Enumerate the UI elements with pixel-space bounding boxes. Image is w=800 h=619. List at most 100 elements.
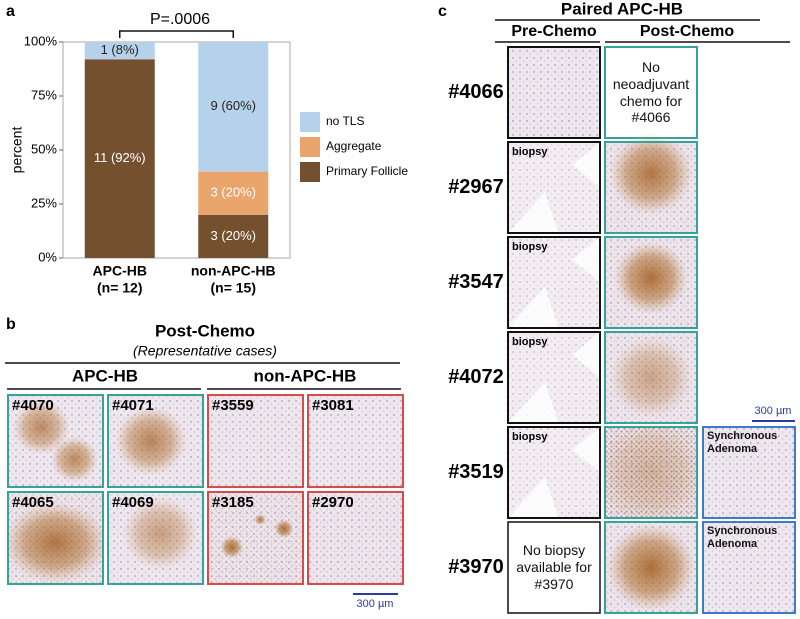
tile-border: [604, 236, 698, 329]
stain: [122, 496, 199, 571]
tile-border: [702, 521, 796, 614]
case-id: #3559: [212, 397, 254, 414]
tile-border: [107, 491, 204, 585]
tile-border: [702, 426, 796, 519]
stain: [8, 492, 103, 584]
case-id: #4070: [12, 397, 54, 414]
column-header: Post-Chemo: [640, 23, 734, 40]
column-header: Pre-Chemo: [511, 23, 597, 40]
scale-label: 300 µm: [755, 405, 792, 417]
annotation: P=.0006: [150, 11, 210, 28]
blank-area: [508, 237, 600, 328]
tile-label: Synchronous Adenoma: [707, 525, 778, 550]
panel-label: a: [6, 3, 15, 20]
tile-border: [604, 46, 698, 139]
scale-label: 300 µm: [357, 598, 394, 610]
case-id: #2970: [312, 494, 354, 511]
x-tick-note: (n= 12): [97, 280, 143, 296]
y-tick-label: 25%: [31, 195, 57, 210]
blank-area: [508, 142, 600, 233]
tile-border: [507, 521, 601, 614]
group-header: non-APC-HB: [254, 366, 357, 385]
tile-note: No biopsy available for #3970: [516, 542, 592, 592]
bar-segment: [84, 59, 155, 258]
stain: [114, 406, 187, 476]
tile-border: [7, 491, 104, 585]
legend-label: Primary Follicle: [326, 164, 408, 178]
legend-swatch: [300, 112, 320, 132]
blank-area: [508, 332, 600, 423]
tile-note-box: No biopsy available for #3970: [516, 542, 592, 592]
panel-label: c: [438, 3, 447, 20]
value-label: 1 (8%): [101, 42, 139, 57]
tile-label: biopsy: [512, 336, 548, 348]
stain: [605, 237, 697, 328]
tile-label: Synchronous Adenoma: [707, 430, 778, 455]
tile-border: [507, 236, 601, 329]
case-id: #3519: [448, 461, 504, 483]
stain: [308, 492, 403, 584]
case-id: #2967: [448, 176, 504, 198]
legend-label: no TLS: [326, 114, 364, 128]
tile-label-box: Synchronous Adenoma: [707, 430, 778, 455]
tile-border: [604, 426, 698, 519]
blank-area: [508, 427, 600, 518]
histology-image: [703, 427, 795, 518]
tile-border: [7, 394, 104, 488]
histology-image: [703, 522, 795, 613]
tile-note: No neoadjuvant chemo for #4066: [612, 58, 690, 126]
tile-note-box: No neoadjuvant chemo for #4066: [612, 58, 690, 126]
case-id: #4072: [448, 366, 504, 388]
tile-border: [507, 331, 601, 424]
tile-border: [507, 46, 601, 139]
stain: [12, 399, 70, 455]
y-axis-label: percent: [9, 127, 25, 174]
case-id: #4066: [448, 81, 504, 103]
x-tick-label: APC-HB: [93, 263, 147, 279]
bar-segment: [198, 42, 269, 172]
bar-segment: [198, 171, 269, 215]
stain: [605, 522, 697, 613]
legend-swatch: [300, 137, 320, 157]
bracket: [119, 30, 234, 38]
stain: [208, 395, 303, 487]
tile-border: [604, 521, 698, 614]
case-id: #4069: [112, 494, 154, 511]
legend-label: Aggregate: [326, 139, 382, 153]
tile-border: [604, 141, 698, 234]
case-id: #3185: [212, 494, 254, 511]
panel-title: Paired APC-HB: [561, 0, 683, 18]
tile-border: [507, 141, 601, 234]
stain: [50, 436, 99, 483]
value-label: 9 (60%): [210, 98, 256, 113]
tile-border: [207, 394, 304, 488]
tile-border: [307, 491, 404, 585]
y-tick-label: 100%: [24, 33, 58, 48]
case-id: #3547: [448, 271, 504, 293]
value-label: 3 (20%): [210, 185, 256, 200]
case-id: #4065: [12, 494, 54, 511]
case-id: #3970: [448, 556, 504, 578]
stain: [208, 492, 303, 584]
panel-subtitle: (Representative cases): [133, 343, 277, 359]
y-tick-label: 0%: [38, 249, 57, 264]
histology-image: [508, 47, 600, 138]
case-id: #3081: [312, 397, 354, 414]
case-id: #4071: [112, 397, 154, 414]
tile-border: [107, 394, 204, 488]
tile-label: biopsy: [512, 241, 548, 253]
group-header: APC-HB: [72, 366, 138, 385]
histology-image: [308, 395, 403, 487]
y-tick-label: 75%: [31, 87, 57, 102]
legend-swatch: [300, 162, 320, 182]
tile-border: [207, 491, 304, 585]
y-tick-label: 50%: [31, 141, 57, 156]
tile-label-box: Synchronous Adenoma: [707, 525, 778, 550]
value-label: 3 (20%): [210, 228, 256, 243]
tile-label: biopsy: [512, 146, 548, 158]
x-tick-label: non-APC-HB: [191, 263, 276, 279]
bar-segment: [198, 214, 269, 258]
tile-label: biopsy: [512, 431, 548, 443]
panel-title: Post-Chemo: [155, 321, 255, 340]
